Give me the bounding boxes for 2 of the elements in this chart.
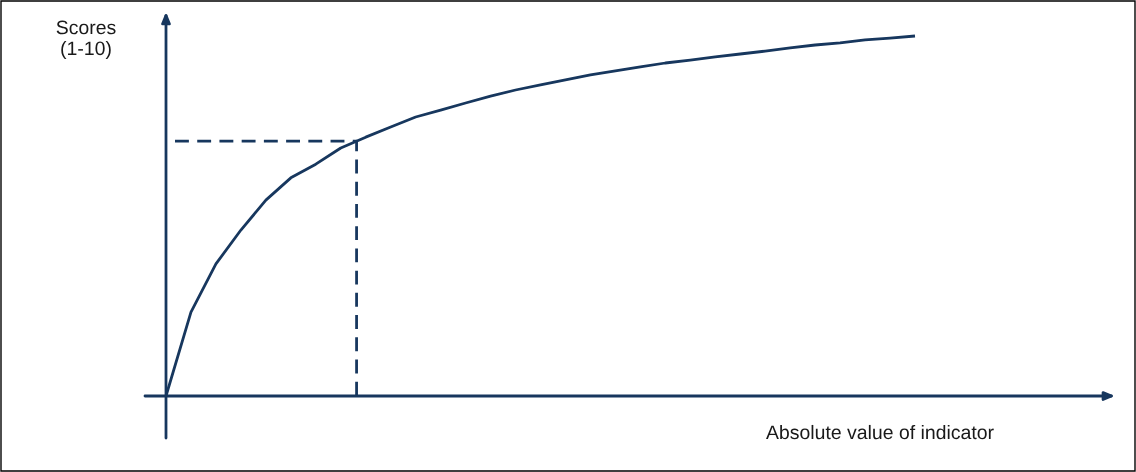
- x-axis-title: Absolute value of indicator: [766, 424, 994, 440]
- y-axis-title: Scores (1-10): [56, 20, 116, 60]
